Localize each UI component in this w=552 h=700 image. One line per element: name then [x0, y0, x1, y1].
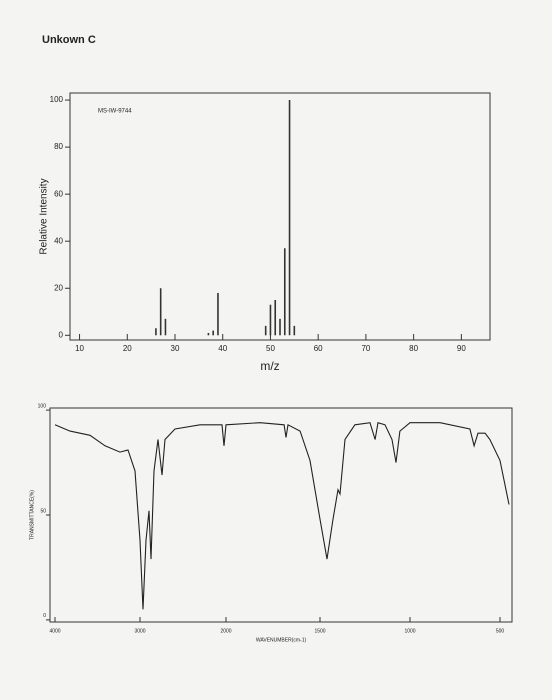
x-tick-label: 30 [171, 344, 180, 353]
x-tick-label: 60 [314, 344, 323, 353]
y-tick-label: 40 [54, 236, 63, 245]
y-tick-label: 60 [54, 189, 63, 198]
x-tick-label: 1500 [314, 628, 325, 634]
x-tick-label: 50 [266, 344, 275, 353]
y-tick-label: 50 [40, 508, 46, 514]
x-tick-label: 70 [361, 344, 370, 353]
x-axis-label: WAVENUMBER(cm-1) [256, 637, 307, 643]
plot-frame [69, 92, 491, 341]
y-tick-label: 0 [59, 330, 64, 339]
x-tick-label: 40 [218, 344, 227, 353]
y-axis-label: Relative Intensity [39, 178, 50, 254]
y-tick-label: 100 [38, 403, 47, 409]
x-tick-label: 1000 [404, 628, 415, 634]
y-tick-label: 80 [54, 142, 63, 151]
x-tick-label: 3000 [134, 628, 145, 634]
x-tick-label: 4000 [49, 628, 60, 634]
x-tick-label: 20 [123, 344, 132, 353]
x-tick-label: 2000 [220, 628, 231, 634]
y-tick-label: 20 [54, 283, 63, 292]
x-tick-label: 80 [409, 344, 418, 353]
page-title: Unkown C [42, 34, 96, 46]
y-tick-label: 0 [43, 613, 46, 619]
y-tick-label: 100 [50, 95, 64, 104]
plot-frame [49, 407, 513, 623]
annotation: MS-IW-9744 [98, 109, 132, 115]
x-tick-label: 500 [496, 628, 505, 634]
spectrum-line [54, 421, 510, 610]
y-axis-label: TRANSMITTANCE(%) [29, 490, 35, 540]
x-tick-label: 10 [75, 344, 84, 353]
x-axis-label: m/z [260, 359, 279, 373]
x-tick-label: 90 [457, 344, 466, 353]
